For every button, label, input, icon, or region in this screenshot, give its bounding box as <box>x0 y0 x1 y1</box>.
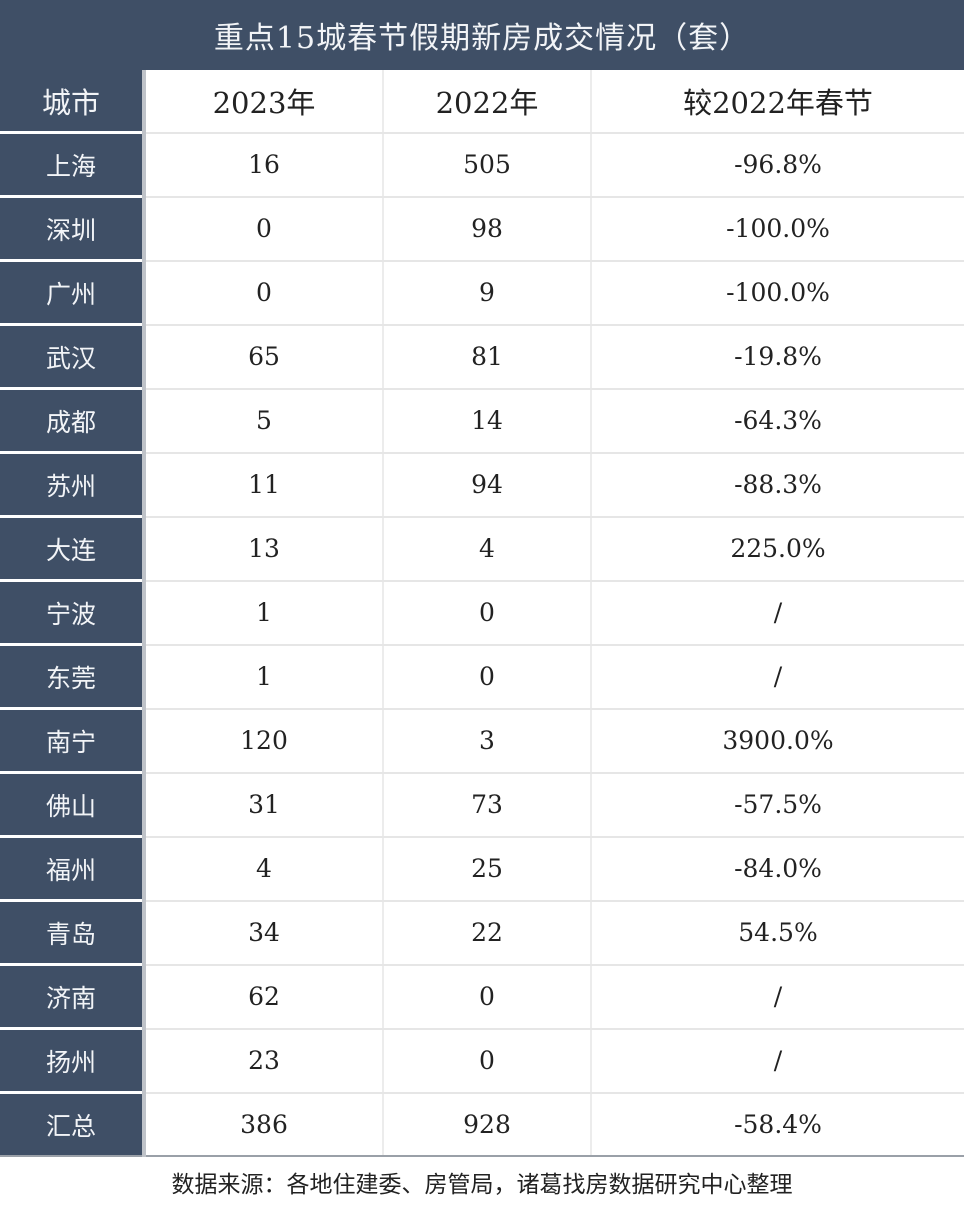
cell-value-2023: 1 <box>144 644 384 710</box>
cell-value-2023: 23 <box>144 1028 384 1094</box>
cell-value-2022: 14 <box>383 388 592 454</box>
cell-change: -100.0% <box>591 260 964 326</box>
cell-city: 成都 <box>0 388 146 454</box>
cell-change: -84.0% <box>591 836 964 902</box>
cell-value-2023: 34 <box>144 900 384 966</box>
cell-change: -57.5% <box>591 772 964 838</box>
cell-value-2022: 0 <box>383 1028 592 1094</box>
cell-city: 汇总 <box>0 1092 146 1157</box>
cell-value-2022: 22 <box>383 900 592 966</box>
cell-value-2022: 0 <box>383 964 592 1030</box>
cell-city: 宁波 <box>0 580 146 646</box>
cell-value-2023: 1 <box>144 580 384 646</box>
header-row: 城市 2023年 2022年 较2022年春节 <box>0 70 964 134</box>
cell-value-2023: 120 <box>144 708 384 774</box>
header-city: 城市 <box>0 70 146 134</box>
data-table: 城市 2023年 2022年 较2022年春节 上海 16 505 -96.8% 深圳 0… <box>0 70 964 1157</box>
cell-value-2022: 9 <box>383 260 592 326</box>
cell-value-2023: 62 <box>144 964 384 1030</box>
cell-value-2023: 16 <box>144 132 384 198</box>
table-row: 南宁 120 3 3900.0% <box>0 708 964 774</box>
header-2022: 2022年 <box>383 70 592 134</box>
table-row: 广州 0 9 -100.0% <box>0 260 964 326</box>
cell-city: 武汉 <box>0 324 146 390</box>
cell-city: 苏州 <box>0 452 146 518</box>
cell-change: 225.0% <box>591 516 964 582</box>
cell-value-2022: 505 <box>383 132 592 198</box>
cell-value-2023: 0 <box>144 260 384 326</box>
cell-value-2022: 928 <box>383 1092 592 1157</box>
table-row: 济南 62 0/ <box>0 964 964 1030</box>
cell-value-2022: 0 <box>383 644 592 710</box>
cell-change: 54.5% <box>591 900 964 966</box>
table-row: 上海 16 505 -96.8% <box>0 132 964 198</box>
cell-city: 大连 <box>0 516 146 582</box>
table-row: 东莞 1 0/ <box>0 644 964 710</box>
table-row: 青岛 34 22 54.5% <box>0 900 964 966</box>
cell-change: / <box>591 580 964 646</box>
table-row: 成都 5 14 -64.3% <box>0 388 964 454</box>
source-note: 数据来源：各地住建委、房管局，诸葛找房数据研究中心整理 <box>171 1172 793 1198</box>
cell-city: 广州 <box>0 260 146 326</box>
cell-city: 青岛 <box>0 900 146 966</box>
table-row: 深圳 0 98 -100.0% <box>0 196 964 262</box>
cell-change: 3900.0% <box>591 708 964 774</box>
cell-value-2023: 11 <box>144 452 384 518</box>
cell-change: / <box>591 1028 964 1094</box>
cell-value-2023: 4 <box>144 836 384 902</box>
table-row: 福州 4 25 -84.0% <box>0 836 964 902</box>
header-change: 较2022年春节 <box>591 70 964 134</box>
table-row: 大连 13 4 225.0% <box>0 516 964 582</box>
table-row: 扬州 23 0/ <box>0 1028 964 1094</box>
table-row: 佛山 31 73 -57.5% <box>0 772 964 838</box>
cell-value-2023: 5 <box>144 388 384 454</box>
cell-change: -58.4% <box>591 1092 964 1157</box>
cell-value-2022: 0 <box>383 580 592 646</box>
cell-value-2023: 65 <box>144 324 384 390</box>
cell-value-2022: 4 <box>383 516 592 582</box>
cell-value-2022: 73 <box>383 772 592 838</box>
cell-value-2022: 81 <box>383 324 592 390</box>
cell-value-2023: 13 <box>144 516 384 582</box>
cell-city: 东莞 <box>0 644 146 710</box>
header-2023: 2023年 <box>144 70 384 134</box>
cell-change: -64.3% <box>591 388 964 454</box>
cell-value-2023: 0 <box>144 196 384 262</box>
cell-city: 佛山 <box>0 772 146 838</box>
cell-city: 济南 <box>0 964 146 1030</box>
cell-change: -96.8% <box>591 132 964 198</box>
cell-change: -100.0% <box>591 196 964 262</box>
table-row: 武汉 65 81 -19.8% <box>0 324 964 390</box>
cell-change: / <box>591 644 964 710</box>
table-row: 苏州 11 94 -88.3% <box>0 452 964 518</box>
cell-city: 扬州 <box>0 1028 146 1094</box>
cell-city: 深圳 <box>0 196 146 262</box>
cell-value-2022: 3 <box>383 708 592 774</box>
cell-change: -19.8% <box>591 324 964 390</box>
table-row: 宁波 1 0/ <box>0 580 964 646</box>
cell-city: 福州 <box>0 836 146 902</box>
cell-value-2022: 25 <box>383 836 592 902</box>
cell-value-2022: 94 <box>383 452 592 518</box>
cell-city: 南宁 <box>0 708 146 774</box>
cell-change: / <box>591 964 964 1030</box>
cell-value-2023: 386 <box>144 1092 384 1157</box>
cell-city: 上海 <box>0 132 146 198</box>
cell-change: -88.3% <box>591 452 964 518</box>
table-title: 重点15城春节假期新房成交情况（套） <box>0 0 964 70</box>
table-row: 汇总 386 928 -58.4% <box>0 1092 964 1157</box>
cell-value-2023: 31 <box>144 772 384 838</box>
cell-value-2022: 98 <box>383 196 592 262</box>
